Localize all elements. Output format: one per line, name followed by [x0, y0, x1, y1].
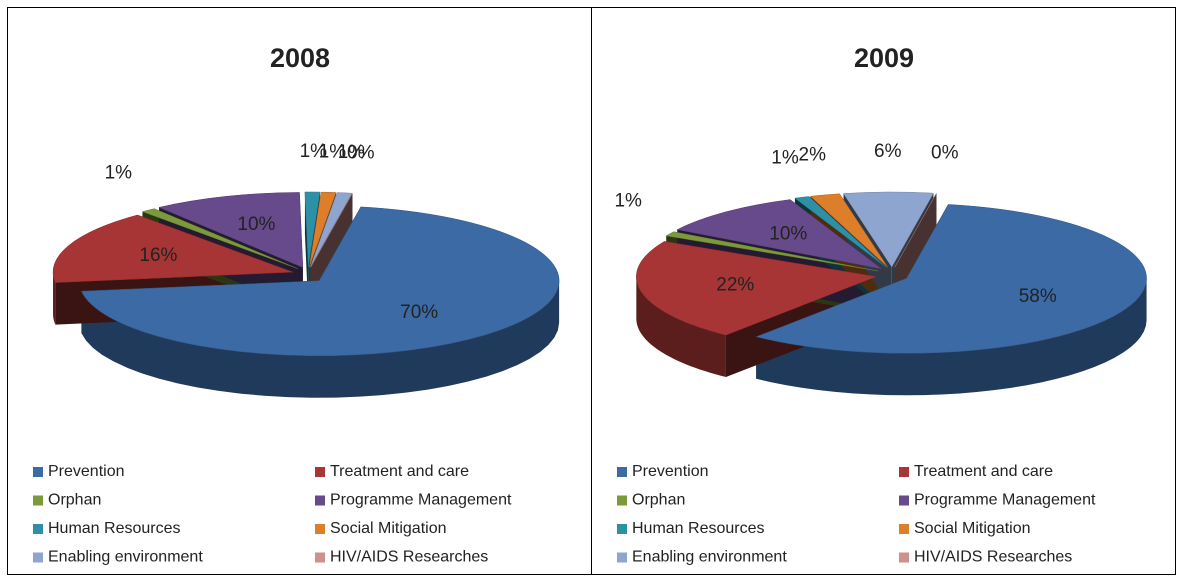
- data-label: 1%: [319, 141, 347, 162]
- legend-swatch: [899, 524, 909, 534]
- data-label: 1%: [300, 141, 328, 162]
- slice-side: [53, 272, 56, 325]
- slice: [809, 193, 889, 268]
- slice: [52, 214, 294, 283]
- slice: [636, 241, 878, 336]
- slice: [665, 231, 879, 272]
- legend-label: HIV/AIDS Researches: [914, 549, 1072, 566]
- legend-label: Programme Management: [914, 492, 1096, 509]
- data-label: 10%: [237, 214, 275, 235]
- slice: [304, 191, 321, 268]
- slice: [843, 191, 934, 268]
- legend-swatch: [315, 467, 325, 477]
- legend-label: Social Mitigation: [330, 520, 447, 537]
- slice: [894, 193, 937, 268]
- slice: [81, 206, 560, 356]
- slice: [794, 196, 887, 268]
- slice-side: [756, 278, 1147, 396]
- slice: [755, 204, 1147, 354]
- legend-label: Human Resources: [48, 520, 181, 537]
- data-label: 0%: [931, 143, 959, 164]
- data-label: 16%: [139, 245, 177, 266]
- legend-swatch: [315, 552, 325, 563]
- legend-label: Enabling environment: [48, 549, 203, 566]
- legend-swatch: [899, 552, 909, 563]
- slice: [676, 199, 882, 270]
- legend-swatch: [33, 467, 43, 477]
- data-label: 70%: [400, 302, 438, 323]
- legend-label: Treatment and care: [330, 463, 469, 480]
- legend-label: Programme Management: [330, 492, 512, 509]
- legend-label: Treatment and care: [914, 463, 1053, 480]
- chart-title: 2009: [854, 43, 914, 73]
- slice-side: [636, 276, 726, 378]
- legend-label: Prevention: [632, 463, 709, 480]
- legend-swatch: [33, 524, 43, 534]
- legend-swatch: [617, 467, 627, 477]
- data-label: 22%: [716, 275, 754, 296]
- legend-label: Social Mitigation: [914, 520, 1031, 537]
- legend-swatch: [315, 524, 325, 534]
- slice: [158, 192, 304, 268]
- legend-swatch: [315, 495, 325, 506]
- data-label: 1%: [338, 142, 366, 163]
- legend-swatch: [617, 552, 627, 563]
- data-label: 1%: [105, 162, 133, 183]
- legend-label: Human Resources: [632, 520, 765, 537]
- legend-swatch: [899, 495, 909, 506]
- data-label: 6%: [874, 141, 902, 162]
- legend-label: Enabling environment: [632, 549, 787, 566]
- data-label: 0%: [347, 143, 375, 164]
- legend-label: Orphan: [48, 492, 101, 509]
- slice-edge: [304, 192, 309, 310]
- data-label: 58%: [1019, 286, 1057, 307]
- slice: [309, 191, 337, 268]
- data-label: 1%: [614, 190, 642, 211]
- legend-label: HIV/AIDS Researches: [330, 549, 488, 566]
- legend-swatch: [617, 495, 627, 506]
- data-label: 10%: [769, 224, 807, 245]
- slice: [141, 208, 299, 269]
- legend-swatch: [33, 495, 43, 506]
- slice-side: [81, 280, 560, 398]
- chart-title: 2008: [270, 43, 330, 73]
- legend-label: Orphan: [632, 492, 685, 509]
- legend-swatch: [617, 524, 627, 534]
- legend-label: Prevention: [48, 463, 125, 480]
- data-label: 2%: [799, 144, 827, 165]
- legend-swatch: [899, 467, 909, 477]
- legend-swatch: [33, 552, 43, 563]
- data-label: 1%: [771, 147, 799, 168]
- slice: [310, 192, 353, 268]
